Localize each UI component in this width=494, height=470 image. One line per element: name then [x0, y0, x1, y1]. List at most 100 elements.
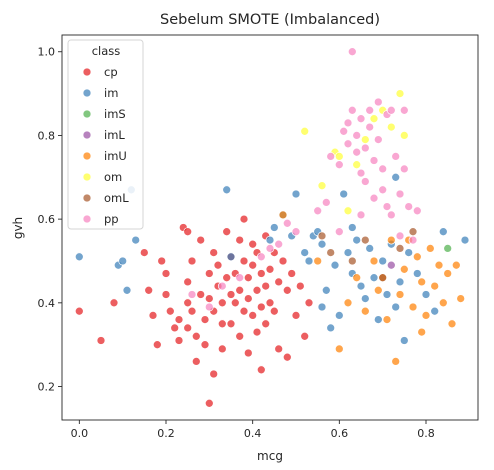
point-omL-5	[395, 244, 405, 253]
point-cp-15	[183, 227, 193, 237]
point-pp-18	[352, 147, 362, 157]
point-imU-25	[451, 260, 461, 270]
point-cp-23	[196, 235, 206, 245]
point-im-5	[131, 235, 141, 245]
point-pp-25	[369, 156, 379, 165]
point-im-21	[330, 260, 340, 270]
point-cp-56	[248, 311, 258, 320]
point-cp-25	[200, 315, 210, 324]
point-cp-20	[187, 306, 197, 316]
legend-marker-om	[82, 172, 92, 182]
x-axis-label: mcg	[257, 449, 283, 463]
legend-marker-pp	[82, 214, 92, 224]
y-tick-label: 1.0	[38, 46, 56, 59]
point-im-26	[347, 223, 357, 232]
point-pp-2	[217, 281, 227, 291]
point-cp-53	[243, 348, 253, 358]
point-cp-16	[183, 277, 193, 287]
point-om-4	[343, 206, 353, 216]
point-pp-23	[365, 105, 375, 115]
point-cp-71	[274, 344, 284, 354]
point-cp-17	[183, 298, 193, 308]
point-pp-43	[334, 227, 344, 237]
point-pp-16	[347, 105, 357, 115]
point-cp-13	[174, 336, 184, 345]
point-imS-0	[443, 244, 453, 253]
point-cp-67	[265, 298, 275, 308]
point-imU-23	[443, 269, 453, 278]
point-cp-48	[239, 214, 249, 224]
legend-items: cp im imS imL imU om omL pp	[82, 65, 129, 226]
point-imU-21	[434, 260, 444, 270]
point-pp-15	[347, 47, 357, 57]
point-imU-11	[391, 357, 401, 366]
point-im-23	[339, 189, 349, 199]
point-cp-69	[269, 306, 279, 316]
point-pp-29	[378, 164, 388, 174]
point-cp-39	[222, 273, 232, 283]
point-pp-4	[256, 252, 266, 262]
point-cp-77	[295, 281, 305, 291]
point-omL-4	[378, 273, 388, 283]
point-im-13	[300, 248, 310, 257]
point-cp-49	[239, 256, 249, 266]
legend-label-im: im	[104, 86, 118, 100]
point-cp-61	[256, 302, 266, 312]
point-cp-45	[235, 235, 245, 245]
point-cp-38	[222, 227, 232, 237]
x-tick-label: 0.8	[417, 427, 435, 440]
legend-label-om: om	[104, 170, 122, 184]
point-pp-0	[187, 290, 197, 299]
point-imU-24	[447, 319, 457, 329]
point-imU-7	[373, 285, 383, 295]
point-im-40	[412, 269, 422, 278]
point-cp-2	[109, 298, 119, 308]
point-im-31	[369, 273, 379, 283]
x-tick-label: 0.4	[244, 427, 262, 440]
legend-label-cp: cp	[104, 65, 118, 79]
point-im-20	[326, 323, 336, 333]
point-cp-76	[291, 311, 301, 320]
point-cp-42	[226, 319, 236, 329]
point-im-14	[304, 256, 314, 266]
plot-frame	[61, 34, 479, 421]
point-cp-0	[74, 306, 84, 316]
ticks-layer: 0.0 0.2 0.4 0.6 0.8 0.2 0.4 0.6 0.8 1.0	[38, 46, 435, 440]
point-pp-34	[386, 105, 396, 115]
point-im-0	[74, 252, 84, 262]
legend-marker-omL	[82, 193, 92, 203]
point-cp-47	[235, 331, 245, 341]
point-cp-10	[165, 306, 175, 316]
point-imU-1	[313, 256, 323, 266]
point-imU-20	[430, 281, 440, 291]
point-pp-3	[235, 273, 245, 283]
point-im-41	[421, 290, 431, 299]
y-tick-label: 0.2	[38, 381, 56, 394]
legend-title: class	[92, 44, 121, 58]
point-cp-70	[274, 277, 284, 287]
point-cp-35	[217, 298, 227, 308]
point-im-39	[404, 248, 414, 257]
point-cp-50	[239, 306, 249, 316]
point-cp-21	[191, 331, 201, 341]
point-pp-20	[356, 168, 366, 178]
point-pp-42	[412, 206, 422, 216]
point-omL-6	[408, 227, 418, 237]
point-im-22	[334, 311, 344, 320]
point-im-34	[382, 290, 392, 299]
legend-box	[67, 39, 144, 230]
point-imU-13	[399, 264, 409, 274]
point-pp-27	[373, 97, 383, 107]
legend-label-imU: imU	[104, 149, 127, 163]
point-pp-31	[382, 202, 392, 211]
point-cp-4	[144, 285, 154, 295]
point-cp-9	[161, 290, 171, 299]
point-pp-21	[360, 143, 370, 153]
point-im-32	[373, 315, 383, 324]
point-imU-6	[369, 256, 379, 266]
point-imU-0	[278, 210, 288, 220]
point-cp-24	[196, 290, 206, 299]
point-im-27	[352, 235, 362, 245]
legend-label-imL: imL	[104, 128, 125, 142]
